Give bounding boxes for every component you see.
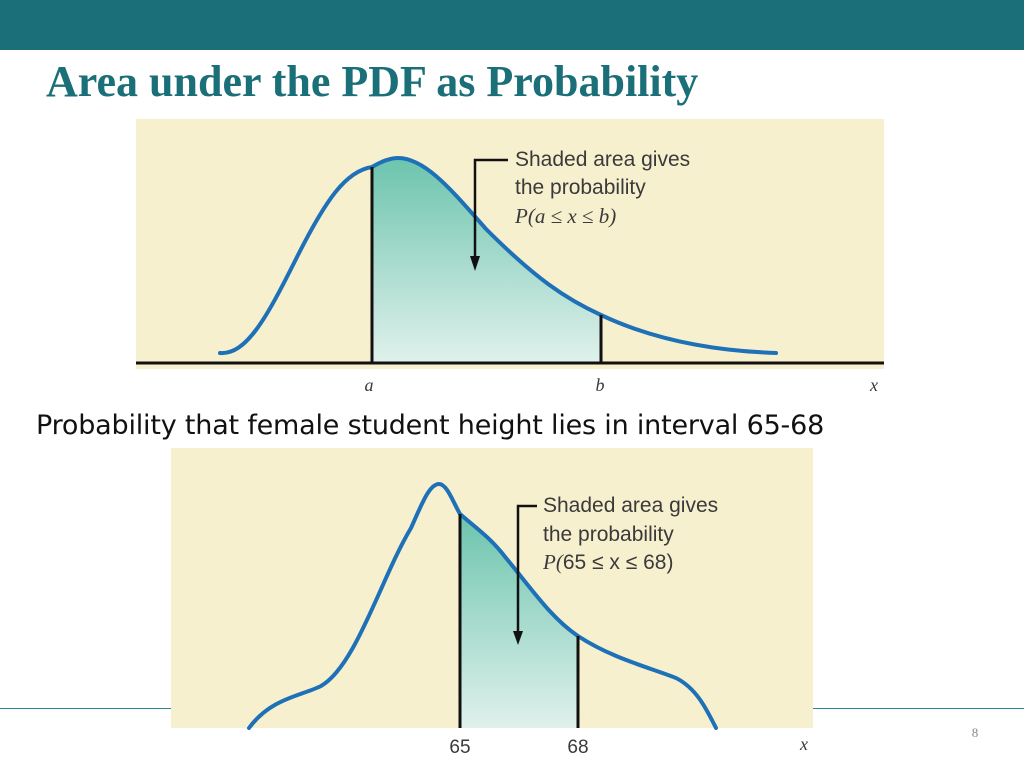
annotation-line-1: Shaded area gives bbox=[543, 494, 718, 517]
annotation-line-2: the probability bbox=[543, 523, 674, 546]
probability-expression: P(65 ≤ x ≤ 68) bbox=[542, 550, 673, 574]
axis-label-x: x bbox=[869, 375, 878, 395]
probability-expression: P(a ≤ x ≤ b) bbox=[514, 204, 616, 228]
arrow-down-icon bbox=[470, 256, 480, 271]
shaded-area bbox=[372, 158, 601, 363]
annotation-arrow-line bbox=[516, 504, 537, 631]
page-number: 8 bbox=[971, 725, 979, 740]
pdf-diagram-general: Shaded area gives the probability P(a ≤ … bbox=[136, 119, 884, 404]
axis-label-a: a bbox=[365, 375, 374, 395]
slide-title: Area under the PDF as Probability bbox=[46, 57, 699, 106]
axis-label-68: 68 bbox=[567, 737, 588, 758]
annotation-line-1: Shaded area gives bbox=[515, 148, 690, 171]
slide-subtitle: Probability that female student height l… bbox=[36, 410, 825, 441]
axis-label-b: b bbox=[596, 375, 605, 395]
axis-label-65: 65 bbox=[449, 737, 470, 758]
axis-label-x: x bbox=[799, 734, 808, 754]
annotation-line-2: the probability bbox=[515, 176, 646, 199]
axis-label-strip bbox=[171, 728, 813, 768]
arrow-down-icon bbox=[513, 631, 523, 645]
pdf-diagram-height: Shaded area gives the probability P(65 ≤… bbox=[171, 448, 813, 768]
axis-label-strip bbox=[136, 369, 884, 404]
density-curve bbox=[218, 155, 778, 356]
header-bar bbox=[0, 0, 1024, 50]
annotation-arrow-line bbox=[473, 158, 508, 261]
